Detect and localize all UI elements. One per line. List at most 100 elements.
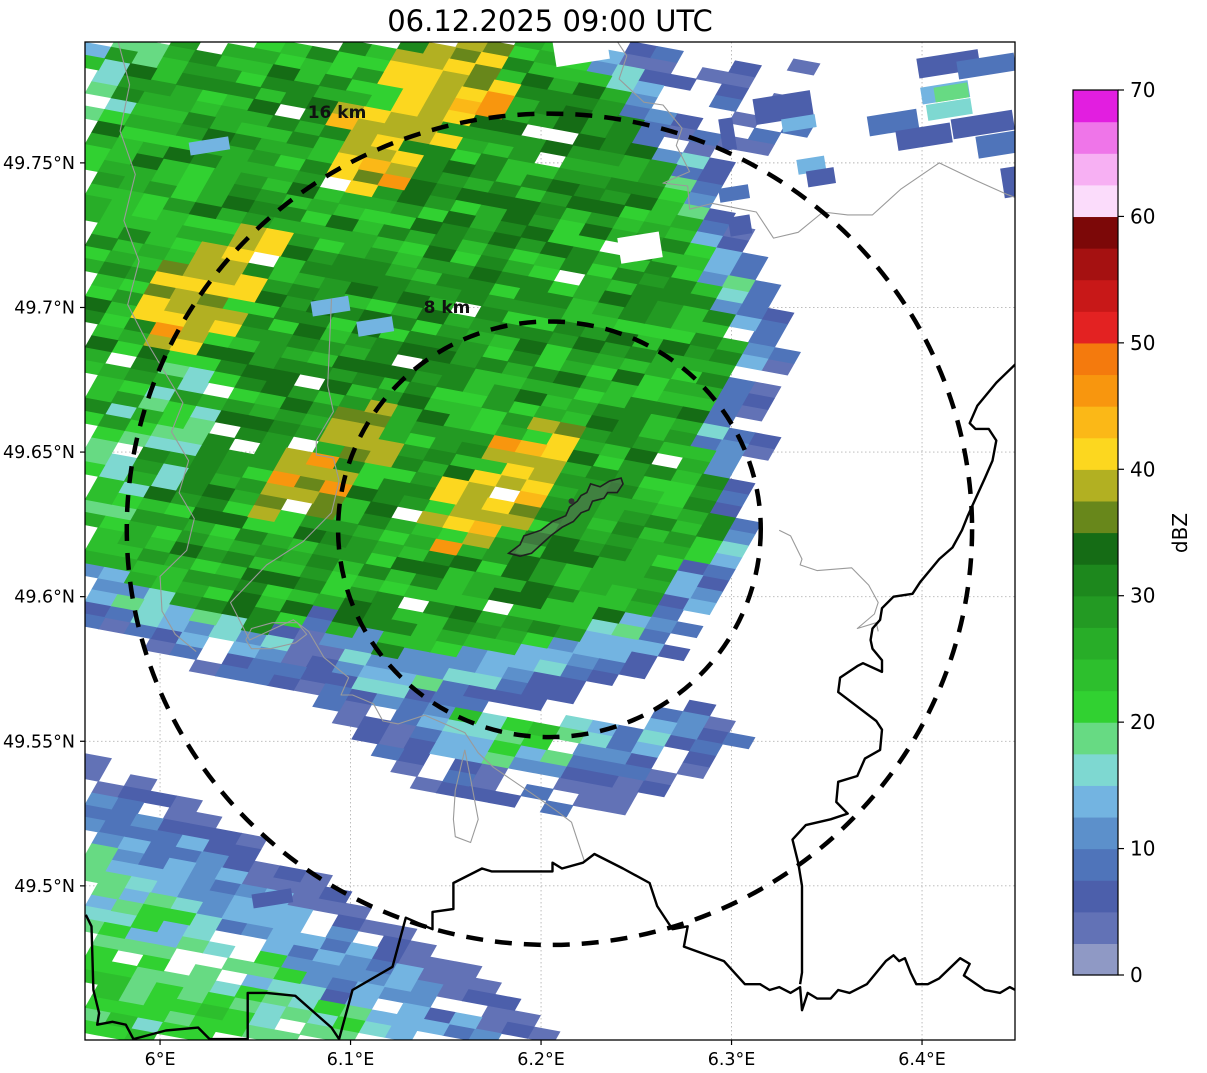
isolated-echo-bar (718, 184, 751, 203)
colorbar-tick-label: 40 (1130, 457, 1155, 481)
y-axis-tick-label: 49.6°N (14, 588, 75, 608)
colorbar-segment (1073, 690, 1118, 723)
colorbar-tick-label: 20 (1130, 710, 1155, 734)
isolated-echo-bar (805, 167, 836, 188)
isolated-echo-bar (752, 90, 814, 125)
isolated-echo-bar (925, 98, 973, 121)
radar-echo-cells-dbz-30 (85, 42, 743, 660)
colorbar-segment (1073, 532, 1118, 565)
colorbar-segment (1073, 785, 1118, 818)
isolated-echo-bar (950, 109, 1015, 140)
admin-boundary-line (245, 622, 308, 650)
clear-air-notch (552, 42, 610, 68)
y-axis-tick-label: 49.75°N (3, 154, 75, 174)
radar-echo-cells-dbz-2.5 (85, 52, 821, 1040)
radar-echo-cells-dbz-27.5 (91, 42, 723, 642)
radar-echo-cells-dbz-20 (85, 42, 723, 1040)
colorbar-segment (1073, 816, 1118, 850)
colorbar-axis-label: dBZ (1168, 513, 1192, 553)
colorbar-segment (1073, 658, 1118, 692)
colorbar-tick-label: 70 (1130, 78, 1155, 102)
x-axis-tick-label: 6.1°E (327, 1050, 375, 1070)
colorbar-segment (1073, 564, 1118, 597)
isolated-echo-bar (718, 117, 738, 152)
colorbar-segment (1073, 595, 1118, 628)
isolated-echo-bar (188, 136, 231, 156)
isolated-echo-bar (251, 888, 294, 909)
x-axis-tick-label: 6°E (145, 1050, 176, 1070)
airport-overlay-layer (506, 477, 624, 558)
colorbar-segment (1073, 500, 1118, 534)
x-axis-tick-label: 6.4°E (898, 1050, 946, 1070)
x-axis-tick-label: 6.3°E (708, 1050, 756, 1070)
colorbar-segment (1073, 627, 1118, 660)
country-border-line (791, 362, 1015, 985)
y-axis-tick-label: 49.65°N (3, 443, 75, 463)
colorbar-segment (1073, 216, 1118, 249)
isolated-echo-bar (1000, 166, 1015, 199)
colorbar-segment (1073, 753, 1118, 786)
isolated-echo-bar (727, 214, 753, 237)
colorbar-tick-label: 30 (1130, 584, 1155, 608)
country-border-line (85, 852, 1015, 1040)
colorbar-tick-label: 0 (1130, 963, 1143, 987)
colorbar-segment (1073, 722, 1118, 755)
range-rings-layer (124, 111, 975, 948)
isolated-echo-bar (933, 82, 970, 103)
radar-echo-cells-dbz-40 (130, 51, 580, 533)
isolated-echo-bar (956, 52, 1015, 80)
radar-echo-cells-dbz-37.5 (143, 42, 567, 549)
figure-title: 06.12.2025 09:00 UTC (387, 4, 713, 38)
admin-boundary-line (452, 749, 479, 844)
airport-outline (506, 477, 624, 558)
colorbar-segment (1073, 248, 1118, 281)
range-ring-8km (335, 319, 764, 740)
radar-echo-cells-dbz-32.5 (85, 63, 710, 627)
radar-site-marker (568, 498, 575, 505)
colorbar-segment (1073, 121, 1118, 154)
colorbar-segment (1073, 406, 1118, 439)
admin-boundary-line (229, 298, 586, 863)
colorbar-segment (1073, 943, 1118, 976)
isolated-echo-bar (356, 316, 395, 337)
isolated-echo-bar (310, 295, 351, 317)
colorbar-segment (1073, 342, 1118, 376)
radar-echo-cells-dbz-42.5 (325, 97, 548, 538)
colorbar-frame (1072, 89, 1119, 976)
admin-boundary-line (778, 529, 879, 632)
colorbar-segment (1073, 153, 1118, 186)
admin-boundary-line (616, 42, 1015, 239)
radar-echo-cells-dbz-25 (85, 42, 749, 646)
axes-layer: 6°E 6.1°E 6.2°E 6.3°E 6.4°E 49.75°N 49.7°N 49.6… (3, 41, 1016, 1070)
range-ring-16km (124, 111, 975, 948)
admin-boundary-line (117, 42, 197, 653)
colorbar-tick-label: 60 (1130, 204, 1155, 228)
colorbar-segment (1073, 90, 1118, 123)
range-ring-label-8km: 8 km (424, 298, 471, 318)
radar-echo-cells-dbz-22.5 (85, 42, 730, 1040)
colorbar-segment (1073, 848, 1118, 881)
map-boundaries-layer (85, 42, 1015, 1040)
radar-echo-cells-dbz-12.5 (85, 42, 769, 1040)
isolated-echo-bar (781, 114, 817, 133)
radar-echo-layer (85, 42, 1015, 1040)
colorbar-layer: 0 10 20 30 40 50 60 70 (1072, 78, 1155, 987)
colorbar-segment (1073, 311, 1118, 344)
y-axis-tick-label: 49.55°N (3, 732, 75, 752)
colorbar-segment (1073, 374, 1118, 407)
isolated-echo-bar (975, 130, 1015, 159)
radar-echo-cells-dbz-45 (149, 91, 522, 556)
plot-frame (84, 41, 1016, 1041)
colorbar-segment (1073, 880, 1118, 913)
range-ring-label-16km: 16 km (308, 103, 367, 123)
colorbar-segment (1073, 184, 1118, 218)
colorbar-tick-label: 50 (1130, 331, 1155, 355)
y-axis-tick-label: 49.7°N (14, 298, 75, 318)
colorbar-segment (1073, 469, 1118, 502)
y-axis-tick-label: 49.5°N (14, 877, 75, 897)
colorbar-segment (1073, 911, 1118, 944)
colorbar-tick-label: 10 (1130, 837, 1155, 861)
isolated-echo-bar (895, 122, 953, 151)
